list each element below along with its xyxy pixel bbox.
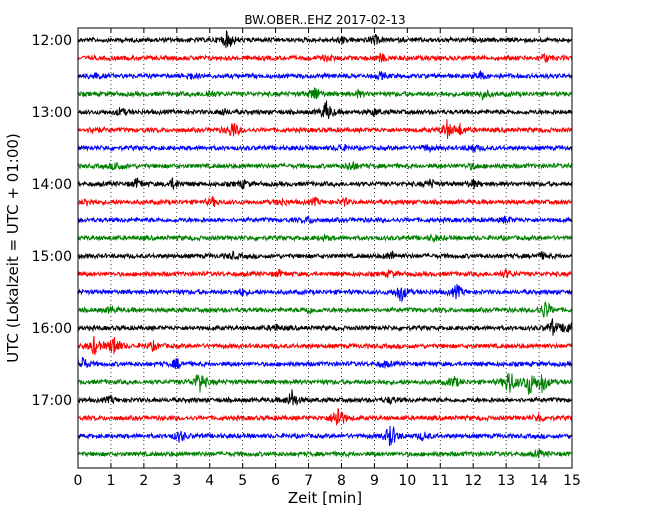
seismic-trace <box>77 356 573 370</box>
plot-frame <box>77 27 573 469</box>
x-tick-label: 5 <box>238 473 247 489</box>
x-axis-label: Zeit [min] <box>288 489 362 507</box>
y-tick-label: 14:00 <box>32 177 72 193</box>
seismic-trace <box>77 119 573 139</box>
seismic-trace <box>77 318 573 336</box>
seismic-trace <box>77 233 573 243</box>
seismic-trace <box>77 30 573 49</box>
seismic-trace <box>77 100 573 120</box>
seismic-trace <box>77 160 573 172</box>
chart-title: BW.OBER..EHZ 2017-02-13 <box>244 13 405 27</box>
x-tick-label: 9 <box>370 473 379 489</box>
y-tick-labels: 12:00 13:00 14:00 15:00 16:00 17:00 <box>32 33 72 409</box>
x-tick-label: 15 <box>563 473 581 489</box>
seismic-trace <box>77 373 573 396</box>
seismic-trace <box>77 195 573 208</box>
x-tick-labels: 0 1 2 3 4 5 6 7 8 9 10 11 12 13 14 15 <box>74 473 581 489</box>
trace-group <box>77 30 573 459</box>
seismic-trace <box>77 87 573 101</box>
seismic-trace <box>77 448 573 459</box>
seismic-trace <box>77 143 573 154</box>
x-tick-label: 12 <box>464 473 482 489</box>
y-axis-label: UTC (Lokalzeit = UTC + 01:00) <box>4 133 22 363</box>
x-tick-label: 14 <box>530 473 548 489</box>
seismic-trace <box>77 425 573 447</box>
x-tick-label: 13 <box>497 473 515 489</box>
x-tick-label: 8 <box>337 473 346 489</box>
y-tick-label: 17:00 <box>32 393 72 409</box>
axis-ticks <box>77 28 573 468</box>
y-tick-label: 15:00 <box>32 249 72 265</box>
y-tick-label: 12:00 <box>32 33 72 49</box>
seismic-trace <box>77 69 573 81</box>
seismic-trace <box>77 267 573 279</box>
x-tick-label: 7 <box>304 473 313 489</box>
seismic-trace <box>77 177 573 191</box>
x-tick-label: 4 <box>205 473 214 489</box>
x-tick-label: 6 <box>271 473 280 489</box>
x-tick-label: 10 <box>398 473 416 489</box>
x-tick-label: 0 <box>74 473 83 489</box>
y-tick-label: 13:00 <box>32 105 72 121</box>
x-tick-label: 3 <box>172 473 181 489</box>
seismic-trace <box>77 389 573 407</box>
seismic-trace <box>77 301 573 318</box>
seismic-trace <box>77 283 573 303</box>
seismic-trace <box>77 52 573 63</box>
x-tick-label: 11 <box>431 473 449 489</box>
seismic-trace <box>77 408 573 426</box>
grid-lines <box>110 28 540 468</box>
x-tick-label: 1 <box>106 473 115 489</box>
seismic-trace <box>77 250 573 261</box>
x-tick-label: 2 <box>139 473 148 489</box>
seismic-trace <box>77 214 573 225</box>
y-tick-label: 16:00 <box>32 321 72 337</box>
seismic-trace <box>77 335 573 356</box>
